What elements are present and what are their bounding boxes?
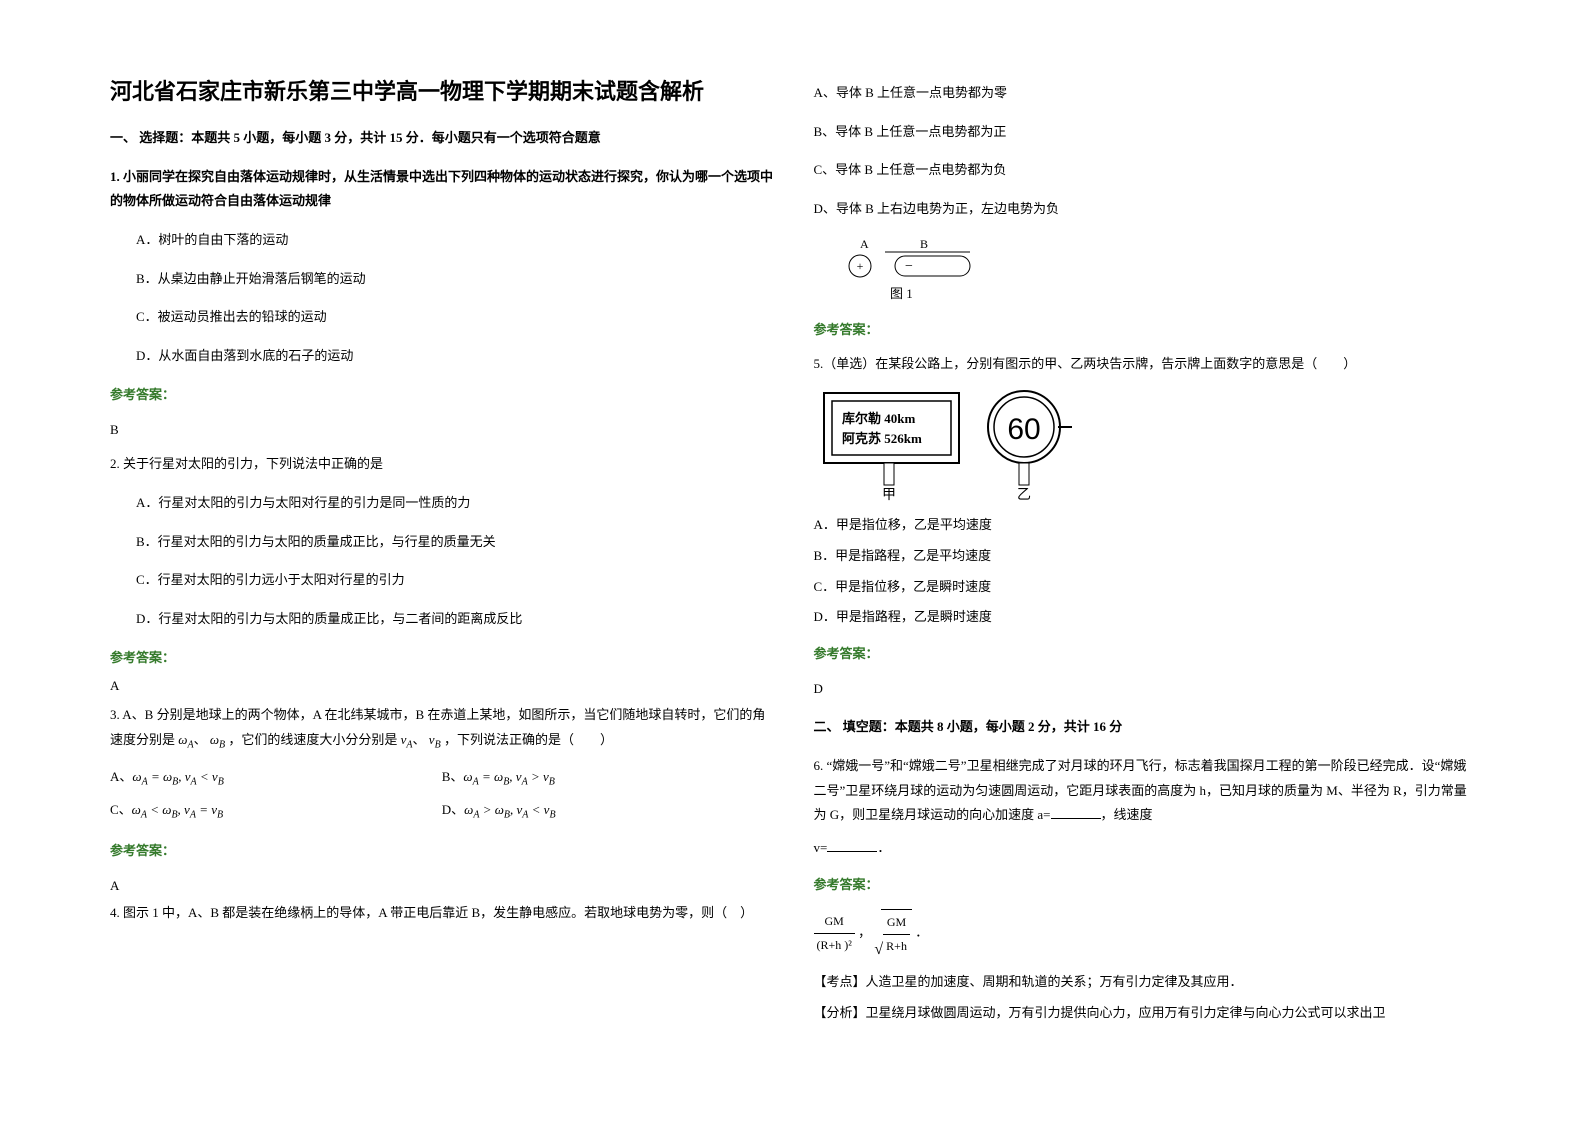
q3-opt-d: D、ωA > ωB, vA < vB — [442, 798, 774, 825]
q4-opt-d: D、导体 B 上右边电势为正，左边电势为负 — [814, 197, 1478, 222]
answer-label: 参考答案： — [814, 642, 1478, 667]
svg-text:A: A — [860, 237, 869, 251]
q2-answer: A — [110, 674, 774, 699]
q1-options: A．树叶的自由下落的运动 B．从桌边由静止开始滑落后钢笔的运动 C．被运动员推出… — [136, 228, 774, 369]
q2-opt-d: D．行星对太阳的引力与太阳的质量成正比，与二者间的距离成反比 — [136, 607, 774, 632]
q4-options: A、导体 B 上任意一点电势都为零 B、导体 B 上任意一点电势都为正 C、导体… — [814, 81, 1478, 222]
q3-opt-b: B、ωA = ωB, vA > vB — [442, 765, 774, 792]
section-b-head: 二、 填空题：本题共 8 小题，每小题 2 分，共计 16 分 — [814, 715, 1478, 740]
svg-text:+: + — [856, 259, 863, 273]
q4-opt-c: C、导体 B 上任意一点电势都为负 — [814, 158, 1478, 183]
q3-opt-a: A、ωA = ωB, vA < vB — [110, 765, 442, 792]
blank-v — [827, 839, 877, 852]
q2-stem: 2. 关于行星对太阳的引力，下列说法中正确的是 — [110, 452, 774, 477]
q6-stem: 6. “嫦娥一号”和“嫦娥二号”卫星相继完成了对月球的环月飞行，标志着我国探月工… — [814, 754, 1478, 828]
svg-text:乙: 乙 — [1017, 487, 1031, 503]
fraction-v: GM R+h — [883, 911, 910, 958]
q5-figure: 库尔勒 40km 阿克苏 526km 甲 60 乙 — [814, 385, 1478, 505]
left-column: 河北省石家庄市新乐第三中学高一物理下学期期末试题含解析 一、 选择题：本题共 5… — [90, 75, 794, 1082]
road-signs-icon: 库尔勒 40km 阿克苏 526km 甲 60 乙 — [814, 385, 1094, 505]
svg-text:图 1: 图 1 — [890, 286, 913, 301]
answer-label: 参考答案： — [814, 873, 1478, 898]
q1-opt-a: A．树叶的自由下落的运动 — [136, 228, 774, 253]
blank-a — [1051, 806, 1101, 819]
q2-options: A．行星对太阳的引力与太阳对行星的引力是同一性质的力 B．行星对太阳的引力与太阳… — [136, 491, 774, 632]
q3-opt-c: C、ωA < ωB, vA = vB — [110, 798, 442, 825]
svg-text:甲: 甲 — [882, 488, 896, 503]
q2-opt-b: B．行星对太阳的引力与太阳的质量成正比，与行星的质量无关 — [136, 530, 774, 555]
q2-opt-c: C．行星对太阳的引力远小于太阳对行星的引力 — [136, 568, 774, 593]
answer-label: 参考答案： — [814, 318, 1478, 343]
q4-opt-a: A、导体 B 上任意一点电势都为零 — [814, 81, 1478, 106]
q6-stem-line2: v=． — [814, 836, 1478, 861]
q6-note2: 【分析】卫星绕月球做圆周运动，万有引力提供向心力，应用万有引力定律与向心力公式可… — [814, 1001, 1478, 1026]
q5-stem: 5.（单选）在某段公路上，分别有图示的甲、乙两块告示牌，告示牌上面数字的意思是（… — [814, 352, 1478, 377]
svg-text:阿克苏 526km: 阿克苏 526km — [842, 431, 922, 446]
q3-stem: 3. A、B 分别是地球上的两个物体，A 在北纬某城市，B 在赤道上某地，如图所… — [110, 703, 774, 754]
fraction-a: GM (R+h )² — [814, 910, 855, 957]
sqrt-icon: GM R+h — [874, 909, 912, 958]
q5-options: A．甲是指位移，乙是平均速度 B．甲是指路程，乙是平均速度 C．甲是指位移，乙是… — [814, 513, 1478, 630]
q5-opt-c: C．甲是指位移，乙是瞬时速度 — [814, 575, 1478, 600]
svg-text:B: B — [920, 237, 928, 251]
q3-options: A、ωA = ωB, vA < vB B、ωA = ωB, vA > vB C、… — [110, 762, 774, 827]
right-column: A、导体 B 上任意一点电势都为零 B、导体 B 上任意一点电势都为正 C、导体… — [794, 75, 1498, 1082]
q4-stem: 4. 图示 1 中，A、B 都是装在绝缘柄上的导体，A 带正电后靠近 B，发生静… — [110, 901, 774, 926]
q1-opt-b: B．从桌边由静止开始滑落后钢笔的运动 — [136, 267, 774, 292]
induction-diagram-icon: A B + − 图 1 — [840, 236, 1000, 306]
svg-text:−: − — [905, 259, 913, 274]
q4-figure: A B + − 图 1 — [840, 236, 1478, 306]
q2-opt-a: A．行星对太阳的引力与太阳对行星的引力是同一性质的力 — [136, 491, 774, 516]
svg-text:60: 60 — [1007, 413, 1040, 446]
q4-opt-b: B、导体 B 上任意一点电势都为正 — [814, 120, 1478, 145]
q1-stem: 1. 小丽同学在探究自由落体运动规律时，从生活情景中选出下列四种物体的运动状态进… — [110, 165, 774, 214]
q1-opt-d: D．从水面自由落到水底的石子的运动 — [136, 344, 774, 369]
q3-answer: A — [110, 874, 774, 899]
q1-answer: B — [110, 418, 774, 443]
svg-text:库尔勒 40km: 库尔勒 40km — [842, 411, 915, 426]
q5-answer: D — [814, 677, 1478, 702]
q5-opt-b: B．甲是指路程，乙是平均速度 — [814, 544, 1478, 569]
q5-opt-a: A．甲是指位移，乙是平均速度 — [814, 513, 1478, 538]
q1-opt-c: C．被运动员推出去的铅球的运动 — [136, 305, 774, 330]
answer-label: 参考答案： — [110, 646, 774, 671]
answer-label: 参考答案： — [110, 383, 774, 408]
section-a-head: 一、 选择题：本题共 5 小题，每小题 3 分，共计 15 分．每小题只有一个选… — [110, 126, 774, 151]
q6-answer: GM (R+h )² ， GM R+h ． — [814, 909, 1478, 958]
q5-opt-d: D．甲是指路程，乙是瞬时速度 — [814, 605, 1478, 630]
page-title: 河北省石家庄市新乐第三中学高一物理下学期期末试题含解析 — [110, 75, 774, 108]
answer-label: 参考答案： — [110, 839, 774, 864]
q6-note1: 【考点】人造卫星的加速度、周期和轨道的关系；万有引力定律及其应用． — [814, 970, 1478, 995]
